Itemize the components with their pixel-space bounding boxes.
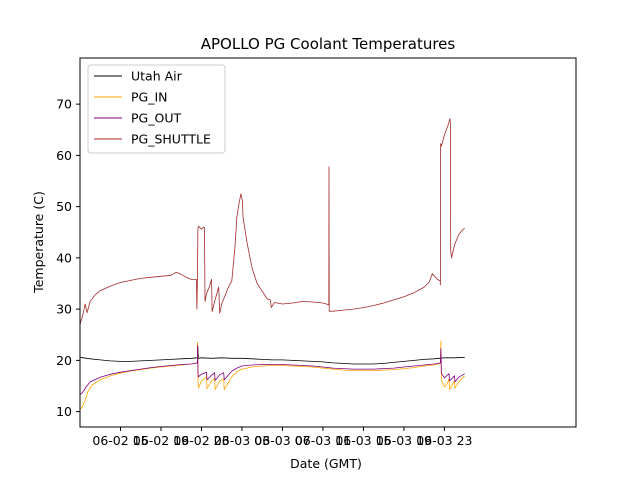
series-line-pg-out [80,345,465,395]
y-tick-label: 70 [56,97,72,112]
y-tick-label: 20 [56,353,72,368]
y-axis: 10 20 30 40 50 60 70 [56,97,80,419]
y-tick-label: 40 [56,250,72,265]
y-axis-label: Temperature (C) [31,191,46,294]
legend-label: Utah Air [131,69,183,84]
x-tick-label: 06-03 23 [416,433,472,448]
legend: Utah Air PG_IN PG_OUT PG_SHUTTLE [87,64,226,154]
x-tick-label: 06-03 19 [376,433,432,448]
legend-label: PG_SHUTTLE [131,132,211,147]
x-tick-label: 06-02 19 [133,433,189,448]
x-tick-label: 06-02 15 [92,433,148,448]
x-tick-label: 06-03 03 [214,433,270,448]
chart-title: APOLLO PG Coolant Temperatures [201,35,456,53]
y-tick-label: 30 [56,302,72,317]
x-axis-label: Date (GMT) [290,456,362,471]
y-tick-label: 10 [56,404,72,419]
x-tick-label: 06-03 15 [335,433,391,448]
data-lines [80,118,465,410]
legend-box [87,64,226,154]
y-tick-label: 50 [56,199,72,214]
x-tick-label: 06-02 23 [173,433,229,448]
legend-label: PG_IN [131,90,168,105]
legend-entries: Utah Air PG_IN PG_OUT PG_SHUTTLE [94,69,211,147]
y-tick-label: 60 [56,148,72,163]
plot-frame [79,57,577,428]
legend-label: PG_OUT [131,111,181,126]
x-tick-label: 06-03 11 [295,433,351,448]
series-line-utah-air [80,343,465,365]
x-tick-label: 06-03 07 [254,433,310,448]
series-line-pg-shuttle [80,118,465,326]
